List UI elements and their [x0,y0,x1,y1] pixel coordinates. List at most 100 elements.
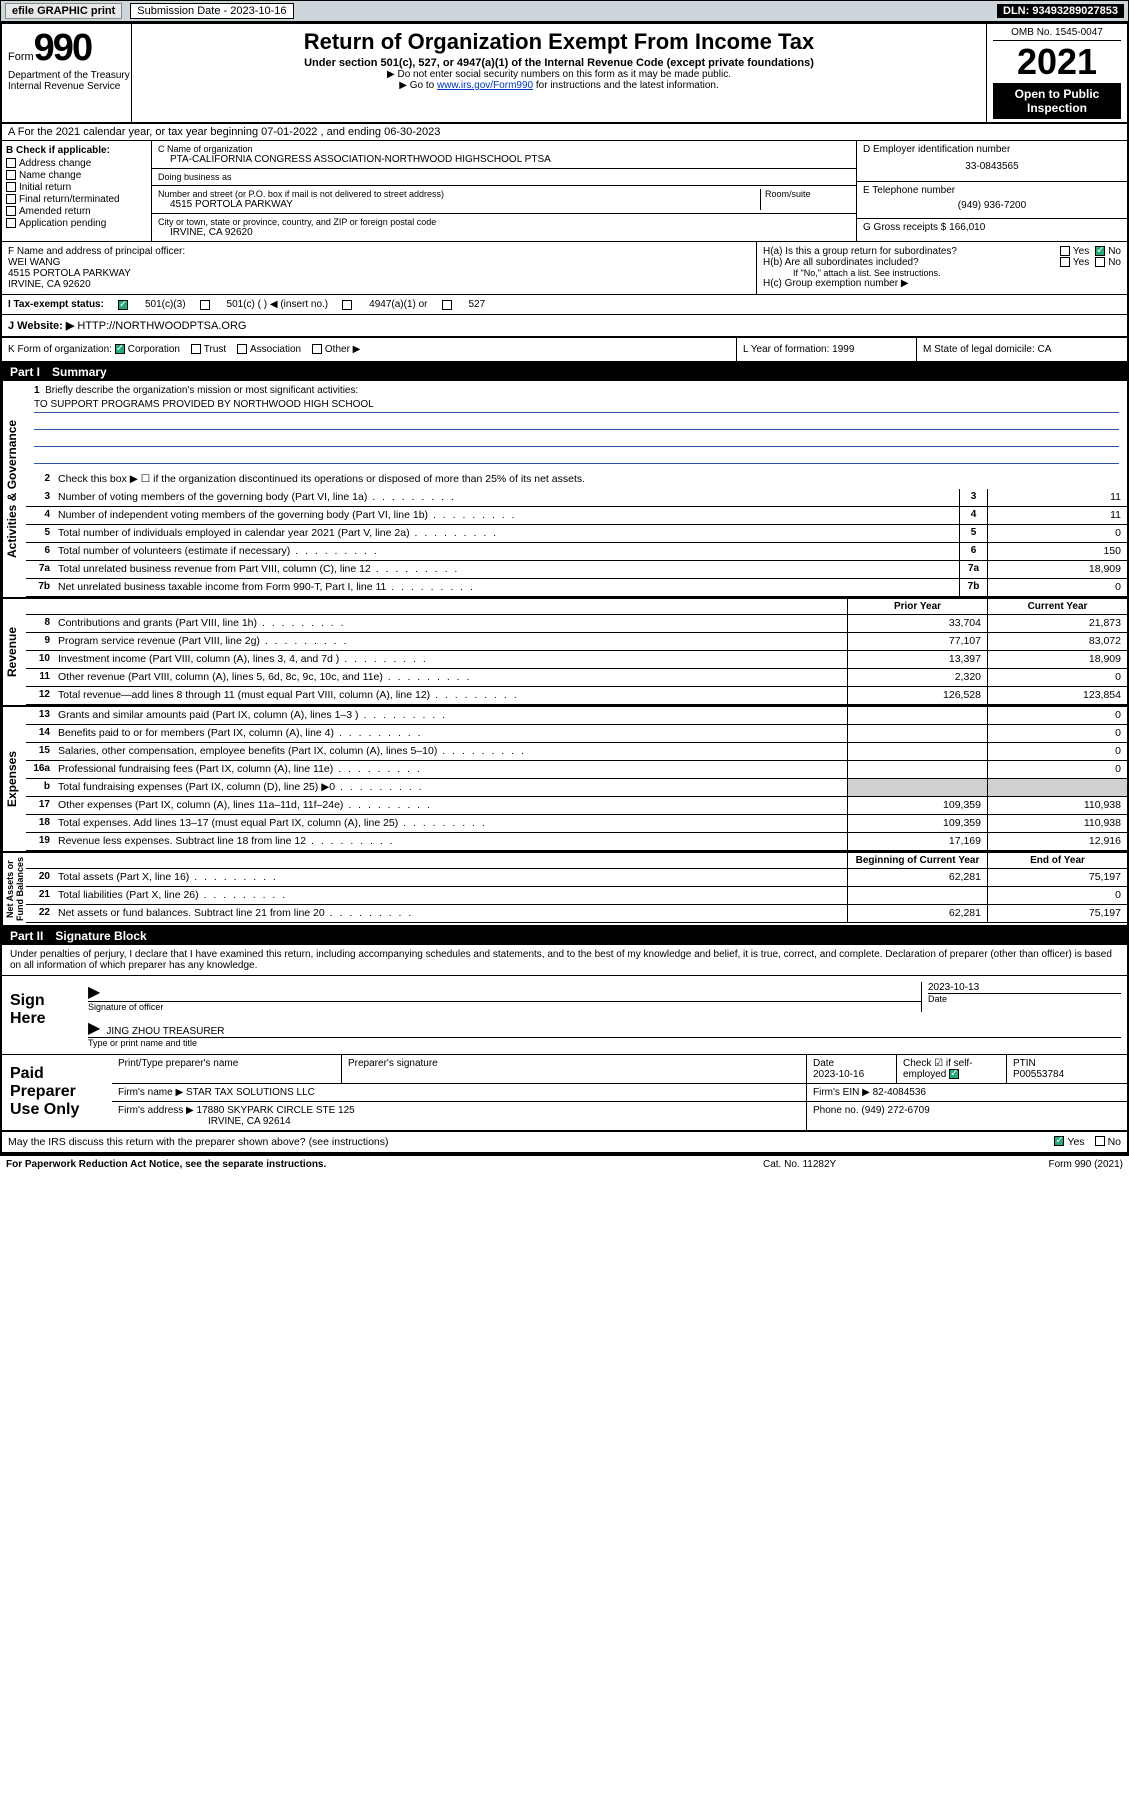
data-line: 9Program service revenue (Part VIII, lin… [26,633,1127,651]
l: L Year of formation: 1999 [737,338,917,361]
date-lbl: Date [928,993,1121,1004]
data-line: 17Other expenses (Part IX, column (A), l… [26,797,1127,815]
data-line: bTotal fundraising expenses (Part IX, co… [26,779,1127,797]
firm-ein: Firm's EIN ▶ 82-4084536 [807,1084,1127,1101]
i-501c[interactable] [200,300,210,310]
sig-line[interactable]: ▶ [88,982,921,1002]
net-header: Beginning of Current Year End of Year [26,853,1127,869]
chk-final[interactable]: Final return/terminated [6,194,147,205]
chk-initial[interactable]: Initial return [6,182,147,193]
officer-addr1: 4515 PORTOLA PARKWAY [8,268,750,279]
gov-line: 7bNet unrelated business taxable income … [26,579,1127,597]
prep-date: Date2023-10-16 [807,1055,897,1083]
chk-pending[interactable]: Application pending [6,218,147,229]
k-corp[interactable] [115,344,125,354]
k-other[interactable] [312,344,322,354]
paid-preparer: Paid Preparer Use Only Print/Type prepar… [2,1055,1127,1132]
gross-receipts: 166,010 [949,222,985,233]
ha-no[interactable] [1095,246,1105,256]
hdr-beg: Beginning of Current Year [847,853,987,869]
hb-no[interactable] [1095,257,1105,267]
f-block: F Name and address of principal officer:… [2,242,757,294]
gov-line: 7aTotal unrelated business revenue from … [26,561,1127,579]
hc: H(c) Group exemption number ▶ [763,278,1121,289]
irs-link[interactable]: www.irs.gov/Form990 [437,80,533,91]
ha: H(a) Is this a group return for subordin… [763,246,1060,257]
ein: 33-0843565 [863,155,1121,178]
officer-addr2: IRVINE, CA 92620 [8,279,750,290]
hb-note: If "No," attach a list. See instructions… [763,268,1121,278]
g-lbl: G Gross receipts $ [863,222,946,233]
chk-address[interactable]: Address change [6,158,147,169]
part2-header: Part II Signature Block [2,927,1127,945]
d-lbl: D Employer identification number [863,144,1121,155]
hdr-curr: Current Year [987,599,1127,615]
line1: 1 Briefly describe the organization's mi… [26,381,1127,471]
gov-line: 3Number of voting members of the governi… [26,489,1127,507]
i-4947[interactable] [342,300,352,310]
ha-yes[interactable] [1060,246,1070,256]
data-line: 22Net assets or fund balances. Subtract … [26,905,1127,923]
prep-sig-hdr: Preparer's signature [342,1055,807,1083]
form-num: 990 [34,27,91,69]
f-lbl: F Name and address of principal officer: [8,246,750,257]
hdr-end: End of Year [987,853,1127,869]
hb-yes[interactable] [1060,257,1070,267]
footer-mid: Cat. No. 11282Y [763,1159,963,1170]
website: HTTP://NORTHWOODPTSA.ORG [77,320,246,332]
chk-amended[interactable]: Amended return [6,206,147,217]
firm-addr: Firm's address ▶ 17880 SKYPARK CIRCLE ST… [112,1102,807,1130]
footer: For Paperwork Reduction Act Notice, see … [0,1156,1129,1173]
kl-row: K Form of organization: Corporation Trus… [2,338,1127,363]
data-line: 15Salaries, other compensation, employee… [26,743,1127,761]
form-container: Form990 Department of the Treasury Inter… [0,22,1129,1156]
data-line: 10Investment income (Part VIII, column (… [26,651,1127,669]
org-name: PTA-CALIFORNIA CONGRESS ASSOCIATION-NORT… [158,154,850,165]
discuss-q: May the IRS discuss this return with the… [8,1136,1054,1148]
prep-selfemp: Check ☑ if self-employed [897,1055,1007,1083]
col-c: C Name of organization PTA-CALIFORNIA CO… [152,141,857,241]
netassets-block: Net Assets or Fund Balances Beginning of… [2,853,1127,927]
subtitle: Under section 501(c), 527, or 4947(a)(1)… [138,57,980,69]
revenue-block: Revenue Prior Year Current Year 8Contrib… [2,599,1127,707]
c-name-lbl: C Name of organization [158,144,850,154]
mission-text: TO SUPPORT PROGRAMS PROVIDED BY NORTHWOO… [34,399,1119,413]
discuss-no[interactable] [1095,1136,1105,1146]
efile-btn[interactable]: efile GRAPHIC print [5,3,122,19]
gov-line: 4Number of independent voting members of… [26,507,1127,525]
k-trust[interactable] [191,344,201,354]
i-501c3[interactable] [118,300,128,310]
note1: ▶ Do not enter social security numbers o… [138,69,980,80]
m: M State of legal domicile: CA [917,338,1127,361]
phone: (949) 936-7200 [863,196,1121,215]
col-d: D Employer identification number 33-0843… [857,141,1127,241]
sig-intro: Under penalties of perjury, I declare th… [2,945,1127,976]
part2-title: Signature Block [55,929,146,943]
addr-lbl: Number and street (or P.O. box if mail i… [158,189,760,199]
data-line: 19Revenue less expenses. Subtract line 1… [26,833,1127,851]
discuss-yes[interactable] [1054,1136,1064,1146]
part2-num: Part II [10,929,43,943]
i-527[interactable] [442,300,452,310]
title-col: Return of Organization Exempt From Incom… [132,24,987,122]
street: 4515 PORTOLA PARKWAY [158,199,760,210]
sig-officer-lbl: Signature of officer [88,1002,921,1012]
data-line: 11Other revenue (Part VIII, column (A), … [26,669,1127,687]
dept: Department of the Treasury Internal Reve… [8,70,138,92]
rev-header: Prior Year Current Year [26,599,1127,615]
part1-header: Part I Summary [2,363,1127,381]
dba-lbl: Doing business as [158,172,850,182]
arrow-icon: ▶ [88,1018,100,1037]
topbar: efile GRAPHIC print Submission Date - 20… [0,0,1129,22]
selfemp-chk[interactable] [949,1069,959,1079]
row-fg: F Name and address of principal officer:… [2,242,1127,295]
i-row: I Tax-exempt status: 501(c)(3) 501(c) ( … [2,295,1127,315]
part1: Activities & Governance 1 Briefly descri… [2,381,1127,599]
firm-name: Firm's name ▶ STAR TAX SOLUTIONS LLC [112,1084,807,1101]
vlabel-rev: Revenue [2,599,26,705]
k-assoc[interactable] [237,344,247,354]
form-title: Return of Organization Exempt From Incom… [138,29,980,55]
data-line: 8Contributions and grants (Part VIII, li… [26,615,1127,633]
chk-namechg[interactable]: Name change [6,170,147,181]
firm-phone: Phone no. (949) 272-6709 [807,1102,1127,1130]
